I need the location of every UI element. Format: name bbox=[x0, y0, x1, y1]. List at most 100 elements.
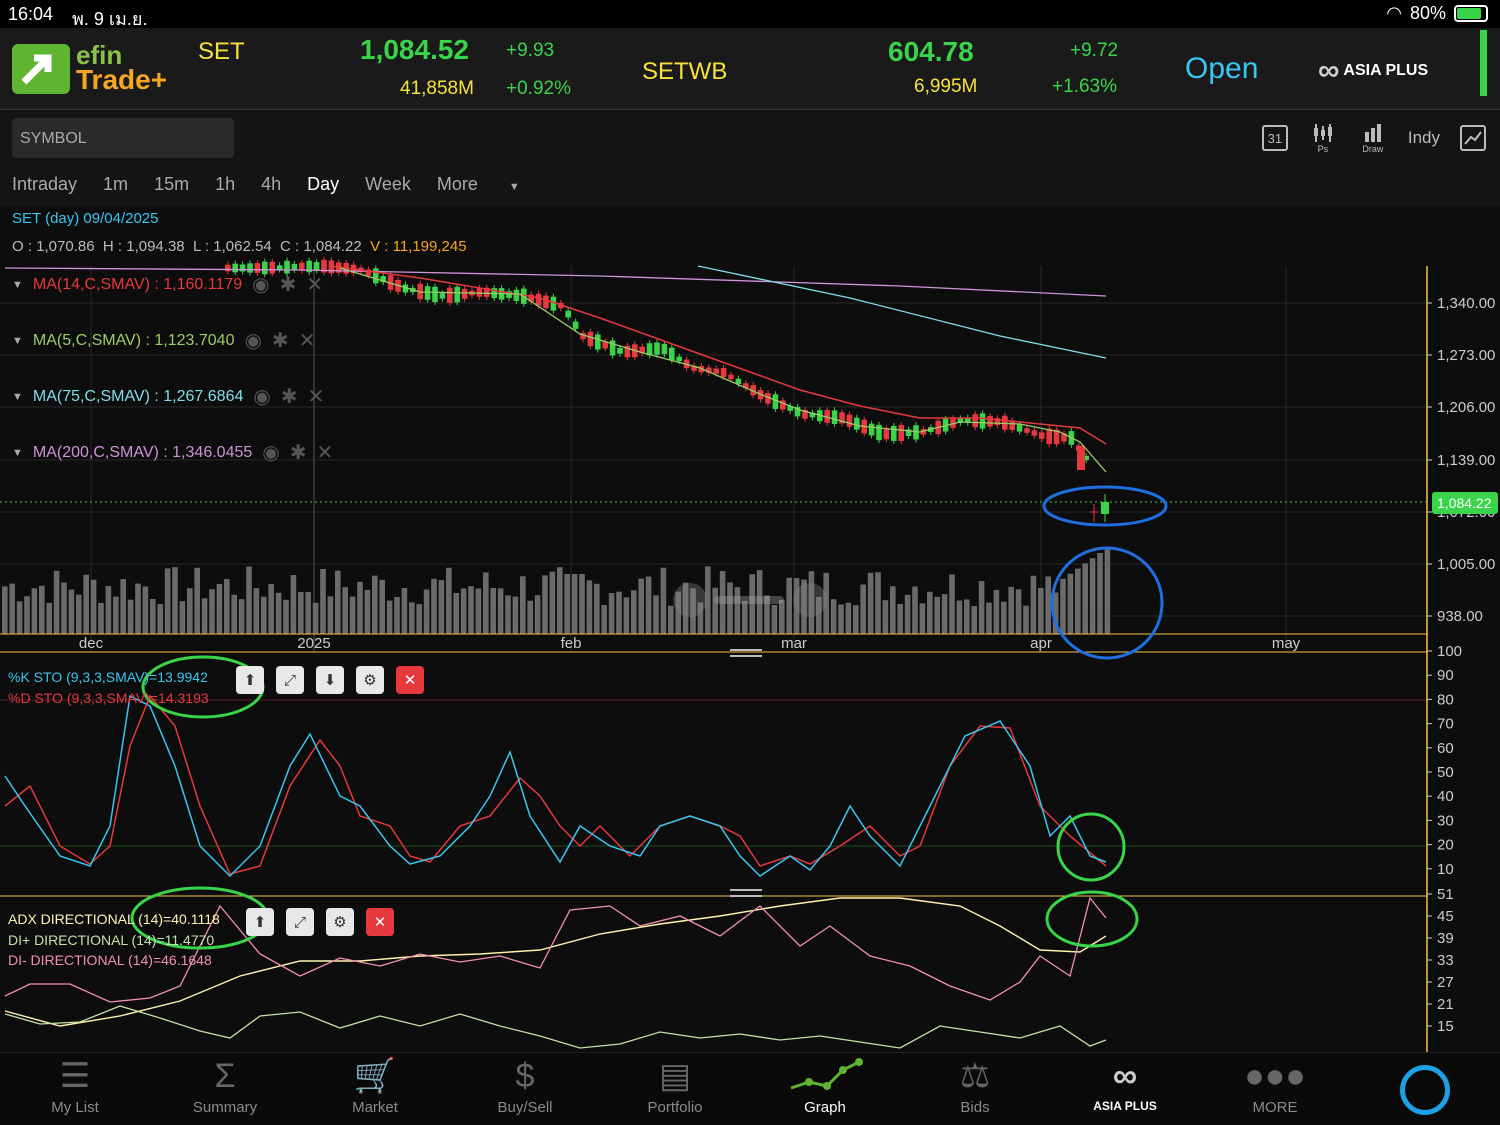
volume-bar bbox=[31, 588, 38, 634]
volume-bar bbox=[697, 602, 704, 634]
volume-bar bbox=[127, 599, 134, 634]
tab-my-list[interactable]: ☰ My List bbox=[0, 1053, 150, 1125]
candle-body bbox=[750, 385, 756, 396]
tab-buy-sell[interactable]: $ Buy/Sell bbox=[450, 1053, 600, 1125]
candle-body bbox=[550, 296, 557, 311]
tab-15m[interactable]: 15m bbox=[154, 174, 190, 194]
volume-bar bbox=[867, 572, 874, 634]
candle-body bbox=[595, 334, 601, 350]
price-style-icon[interactable]: Ps bbox=[1308, 122, 1338, 154]
ma5-label[interactable]: ▼ MA(5,C,SMAV) : 1,123.7040 ◉ ✱ ✕ bbox=[12, 330, 316, 352]
candle-body bbox=[321, 259, 327, 273]
volume-bar bbox=[1060, 578, 1066, 634]
calendar-icon[interactable]: 31 bbox=[1261, 125, 1288, 151]
caret-down-icon[interactable]: ▼ bbox=[12, 390, 23, 403]
draw-icon[interactable]: Draw bbox=[1358, 122, 1388, 154]
volume-bar bbox=[801, 579, 807, 634]
volume-bar bbox=[564, 574, 570, 634]
tab-market[interactable]: 🛒 Market bbox=[300, 1053, 450, 1125]
ma75-label[interactable]: ▼ MA(75,C,SMAV) : 1,267.6864 ◉ ✱ ✕ bbox=[12, 386, 325, 408]
tab-asia-plus[interactable]: ∞ ASIA PLUS bbox=[1050, 1053, 1200, 1125]
move-down-icon[interactable]: ⬇ bbox=[316, 666, 344, 694]
close-icon[interactable]: ✕ bbox=[306, 274, 324, 296]
ma200-label[interactable]: ▼ MA(200,C,SMAV) : 1,346.0455 ◉ ✱ ✕ bbox=[12, 442, 334, 464]
adx-label: ADX DIRECTIONAL (14)=40.1118 bbox=[8, 911, 220, 927]
candle-body bbox=[972, 414, 978, 428]
tab-more[interactable]: More ▼ bbox=[436, 174, 520, 194]
volume-bar bbox=[253, 588, 260, 634]
tab-intraday[interactable]: Intraday bbox=[12, 174, 78, 194]
refresh-icon[interactable] bbox=[1400, 1065, 1450, 1115]
caret-down-icon[interactable]: ▼ bbox=[12, 334, 23, 347]
candle-body bbox=[291, 263, 298, 270]
volume-bar bbox=[964, 599, 970, 634]
chart-canvas[interactable]: 1,340.001,273.001,206.001,139.001,072.00… bbox=[0, 206, 1500, 1052]
tab-1m[interactable]: 1m bbox=[103, 174, 129, 194]
expand-icon[interactable]: ⤢ bbox=[286, 908, 314, 936]
close-icon[interactable]: ✕ bbox=[307, 386, 325, 408]
volume-bar bbox=[690, 588, 696, 634]
volume-bar bbox=[912, 586, 918, 634]
tab-more-menu[interactable]: ●●● MORE bbox=[1200, 1053, 1350, 1125]
close-icon[interactable]: ✕ bbox=[366, 908, 394, 936]
broker-logo: ∞ ASIA PLUS bbox=[1318, 54, 1429, 87]
volume-bar bbox=[409, 602, 415, 634]
candle-body bbox=[905, 429, 912, 436]
candle-body bbox=[898, 425, 904, 442]
symbol-input[interactable]: SYMBOL bbox=[12, 118, 234, 158]
volume-bar bbox=[1097, 552, 1103, 634]
volume-bar bbox=[298, 591, 304, 634]
gear-icon[interactable]: ⚙ bbox=[356, 666, 384, 694]
tab-graph[interactable]: Graph bbox=[750, 1053, 900, 1125]
gear-icon[interactable]: ⚙ bbox=[326, 908, 354, 936]
gear-icon[interactable]: ✱ bbox=[289, 442, 307, 464]
eye-icon[interactable]: ◉ bbox=[244, 330, 262, 352]
close-icon[interactable]: ✕ bbox=[396, 666, 424, 694]
candle-body bbox=[269, 261, 275, 274]
volume-bar bbox=[608, 593, 615, 634]
trend-icon[interactable] bbox=[1460, 125, 1486, 151]
tab-bids[interactable]: ⚖ Bids bbox=[900, 1053, 1050, 1125]
eye-icon[interactable]: ◉ bbox=[253, 386, 271, 408]
tab-4h[interactable]: 4h bbox=[261, 174, 282, 194]
candle-body bbox=[484, 287, 490, 297]
adx-line bbox=[4, 897, 1107, 1027]
volume-bar bbox=[1067, 573, 1074, 634]
close-icon[interactable]: ✕ bbox=[316, 442, 334, 464]
candle-body bbox=[868, 423, 875, 436]
volume-bar bbox=[956, 600, 963, 634]
move-up-icon[interactable]: ⬆ bbox=[246, 908, 274, 936]
set-index-volume: 41,858M bbox=[400, 78, 474, 99]
eye-icon[interactable]: ◉ bbox=[262, 442, 280, 464]
adx-tick-label: 39 bbox=[1437, 930, 1454, 947]
candle-body bbox=[254, 263, 261, 273]
tab-1h[interactable]: 1h bbox=[215, 174, 236, 194]
volume-bar bbox=[823, 572, 829, 634]
volume-bar bbox=[941, 594, 948, 634]
move-up-icon[interactable]: ⬆ bbox=[236, 666, 264, 694]
gear-icon[interactable]: ✱ bbox=[279, 274, 297, 296]
tab-portfolio[interactable]: ▤ Portfolio bbox=[600, 1053, 750, 1125]
volume-bar bbox=[283, 599, 289, 634]
volume-bar bbox=[1082, 563, 1088, 634]
caret-down-icon[interactable]: ▼ bbox=[12, 278, 23, 291]
ma200-line bbox=[4, 267, 1107, 297]
annotation-circle-blue-price bbox=[1042, 485, 1168, 527]
gear-icon[interactable]: ✱ bbox=[280, 386, 298, 408]
candle-body bbox=[824, 410, 830, 423]
volume-bar bbox=[90, 579, 97, 634]
close-icon[interactable]: ✕ bbox=[298, 330, 316, 352]
indicator-button[interactable]: Indy bbox=[1407, 128, 1440, 147]
caret-down-icon[interactable]: ▼ bbox=[12, 446, 23, 459]
eye-icon[interactable]: ◉ bbox=[252, 274, 270, 296]
ma14-label[interactable]: ▼ MA(14,C,SMAV) : 1,160.1179 ◉ ✱ ✕ bbox=[12, 274, 324, 296]
candle-body bbox=[957, 418, 964, 423]
gear-icon[interactable]: ✱ bbox=[271, 330, 289, 352]
battery-icon bbox=[1454, 5, 1488, 22]
volume-bar bbox=[438, 580, 445, 634]
expand-icon[interactable]: ⤢ bbox=[276, 666, 304, 694]
adx-tick-label: 51 bbox=[1437, 886, 1454, 903]
tab-summary[interactable]: Σ Summary bbox=[150, 1053, 300, 1125]
tab-week[interactable]: Week bbox=[365, 174, 411, 194]
tab-day[interactable]: Day bbox=[307, 174, 340, 194]
